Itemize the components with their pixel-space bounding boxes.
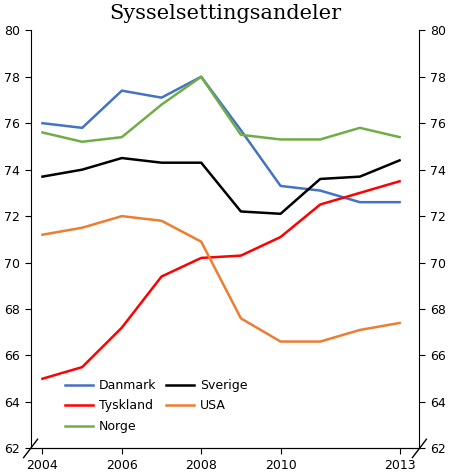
Norge: [397, 134, 402, 140]
Danmark: [40, 120, 45, 126]
Line: Tyskland: Tyskland: [42, 181, 400, 379]
Tyskland: [40, 376, 45, 382]
Sverige: [159, 160, 164, 166]
Sverige: [278, 211, 283, 217]
USA: [278, 339, 283, 345]
Norge: [278, 137, 283, 142]
Tyskland: [159, 274, 164, 279]
Sverige: [318, 176, 323, 182]
USA: [40, 232, 45, 238]
Danmark: [278, 183, 283, 189]
Tyskland: [80, 364, 85, 370]
Norge: [238, 132, 243, 138]
Danmark: [198, 74, 204, 79]
USA: [159, 218, 164, 224]
Tyskland: [198, 255, 204, 261]
Line: Norge: Norge: [42, 77, 400, 142]
Sverige: [397, 158, 402, 163]
USA: [198, 239, 204, 245]
Sverige: [198, 160, 204, 166]
Norge: [80, 139, 85, 145]
Sverige: [40, 174, 45, 179]
Tyskland: [357, 190, 363, 196]
Legend: Danmark, Tyskland, Norge, Sverige, USA: Danmark, Tyskland, Norge, Sverige, USA: [60, 374, 252, 438]
Tyskland: [119, 325, 125, 330]
USA: [357, 327, 363, 333]
Norge: [40, 129, 45, 135]
USA: [80, 225, 85, 230]
Line: Danmark: Danmark: [42, 77, 400, 202]
Norge: [119, 134, 125, 140]
USA: [238, 316, 243, 321]
Danmark: [119, 88, 125, 93]
Norge: [159, 102, 164, 108]
USA: [119, 213, 125, 219]
Tyskland: [318, 202, 323, 208]
Line: Sverige: Sverige: [42, 158, 400, 214]
Norge: [357, 125, 363, 131]
Tyskland: [397, 178, 402, 184]
Sverige: [238, 208, 243, 214]
Sverige: [119, 155, 125, 161]
Norge: [198, 74, 204, 79]
Sverige: [80, 167, 85, 172]
Danmark: [318, 188, 323, 193]
USA: [318, 339, 323, 345]
Title: Sysselsettingsandeler: Sysselsettingsandeler: [109, 4, 341, 23]
Tyskland: [278, 234, 283, 240]
Line: USA: USA: [42, 216, 400, 342]
Tyskland: [238, 253, 243, 258]
Sverige: [357, 174, 363, 179]
Danmark: [357, 199, 363, 205]
Danmark: [397, 199, 402, 205]
Danmark: [238, 127, 243, 133]
Danmark: [80, 125, 85, 131]
USA: [397, 320, 402, 326]
Norge: [318, 137, 323, 142]
Danmark: [159, 95, 164, 100]
